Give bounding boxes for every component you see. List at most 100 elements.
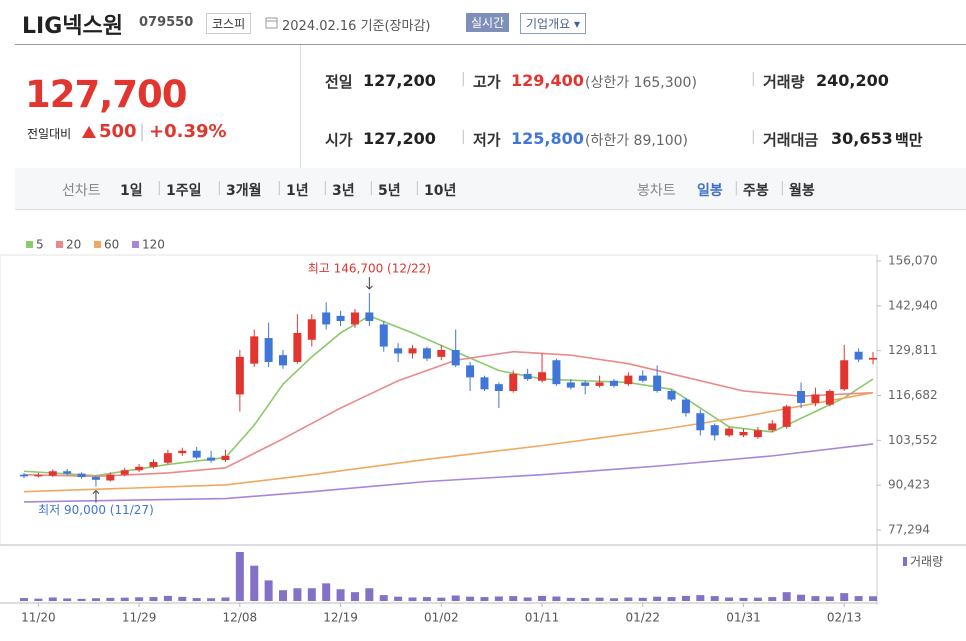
calendar-icon [265, 17, 278, 29]
candle-body [293, 332, 302, 362]
candle-body [451, 350, 460, 366]
separator: | [461, 129, 466, 145]
candle-body [825, 390, 834, 405]
legend-swatch [56, 241, 63, 248]
candle-body [638, 375, 647, 381]
volume-bar [624, 597, 633, 601]
quote-label: 거래대금 [763, 131, 819, 149]
volume-bar [451, 595, 460, 601]
legend-label: 20 [66, 238, 81, 252]
low-arrow [92, 489, 100, 503]
candle-body [77, 473, 86, 478]
volume-bar [264, 580, 273, 601]
x-tick-label: 11/29 [122, 611, 157, 625]
separator: | [751, 71, 756, 87]
volume-legend-label: 거래량 [910, 555, 943, 569]
candle-body [163, 453, 172, 463]
candle-body [609, 380, 618, 386]
volume-bar [279, 590, 288, 601]
candle-body [149, 462, 158, 467]
candle-body [840, 360, 849, 390]
market-badge: 코스피 [206, 13, 252, 34]
candle-body [509, 373, 518, 391]
candle-tab[interactable]: 월봉 [789, 183, 815, 199]
y-tick-label: 103,552 [888, 433, 938, 447]
period-tab[interactable]: 1일 [120, 183, 143, 199]
volume-bar [538, 595, 547, 601]
volume-bar [609, 598, 618, 601]
volume-bar [825, 596, 834, 601]
candle-body [581, 382, 590, 386]
moving-average [23, 314, 874, 477]
high-annotation: 최고 146,700 (12/22) [308, 261, 431, 275]
candle-body [63, 471, 72, 474]
overview-label[interactable]: 기업개요 [526, 17, 571, 31]
period-tab[interactable]: 5년 [378, 183, 401, 199]
y-tick-label: 77,294 [888, 523, 930, 537]
y-tick-label: 116,682 [888, 388, 938, 402]
candle-body [350, 312, 359, 325]
candle-body [279, 355, 288, 366]
candle-body [34, 475, 43, 477]
period-tab[interactable]: 3년 [332, 183, 355, 199]
volume-bar [135, 597, 144, 601]
candle-body [538, 372, 547, 381]
volume-bar [595, 597, 604, 601]
current-price: 127,700 [25, 73, 188, 116]
candle-body [797, 390, 806, 403]
legend-label: 120 [142, 238, 165, 252]
candle-body [264, 338, 273, 362]
candle-body [494, 384, 503, 391]
candle-body [437, 350, 446, 357]
period-tab[interactable]: 1년 [286, 183, 309, 199]
separator: | [157, 180, 162, 196]
candle-body [379, 324, 388, 347]
period-tab[interactable]: 3개월 [226, 183, 262, 199]
quote-label: 거래량 [763, 73, 805, 91]
line-chart-label: 선차트 [62, 183, 101, 199]
period-tab[interactable]: 1주일 [166, 183, 202, 199]
candle-body [782, 406, 791, 427]
y-tick-label: 90,423 [888, 478, 930, 492]
candle-chart-label: 봉차트 [637, 183, 676, 199]
volume-bar [192, 598, 201, 601]
volume-bar [336, 589, 345, 601]
x-tick-label: 01/31 [726, 611, 761, 625]
candle-body [768, 423, 777, 431]
separator: | [323, 180, 328, 196]
overview-button[interactable]: 기업개요 ▾ [520, 13, 587, 34]
volume-bar [250, 565, 259, 601]
separator: | [369, 180, 374, 196]
candle-body [135, 466, 144, 471]
volume-bar [811, 596, 820, 601]
candle-tab[interactable]: 주봉 [743, 183, 769, 199]
period-tab[interactable]: 10년 [424, 183, 457, 199]
volume-bar [854, 596, 863, 601]
quote-value: 125,800 [511, 129, 584, 148]
candle-body [653, 375, 662, 391]
volume-bar [149, 597, 158, 601]
quote-label: 고가 [473, 73, 501, 91]
volume-bar [739, 597, 748, 601]
candle-body [753, 430, 762, 438]
quote-label: 전일 [325, 73, 353, 91]
candle-body [408, 348, 417, 354]
x-tick-label: 12/19 [323, 611, 358, 625]
candle-tab[interactable]: 일봉 [697, 183, 723, 199]
quote-value: 30,653 [831, 129, 893, 148]
volume-bar [437, 597, 446, 601]
candle-body [322, 312, 331, 325]
volume-bar [869, 596, 877, 601]
quote-value: 127,200 [363, 129, 436, 148]
moving-average [23, 391, 874, 493]
candle-body [523, 373, 532, 380]
candle-body [624, 375, 633, 385]
volume-bar [379, 595, 388, 601]
volume-bar [221, 597, 230, 601]
separator: | [461, 71, 466, 87]
candle-body [739, 431, 748, 436]
volume-bar [77, 598, 86, 601]
realtime-badge[interactable]: 실시간 [466, 13, 510, 32]
quote-value: 129,400 [511, 71, 584, 90]
volume-bar [48, 597, 57, 601]
